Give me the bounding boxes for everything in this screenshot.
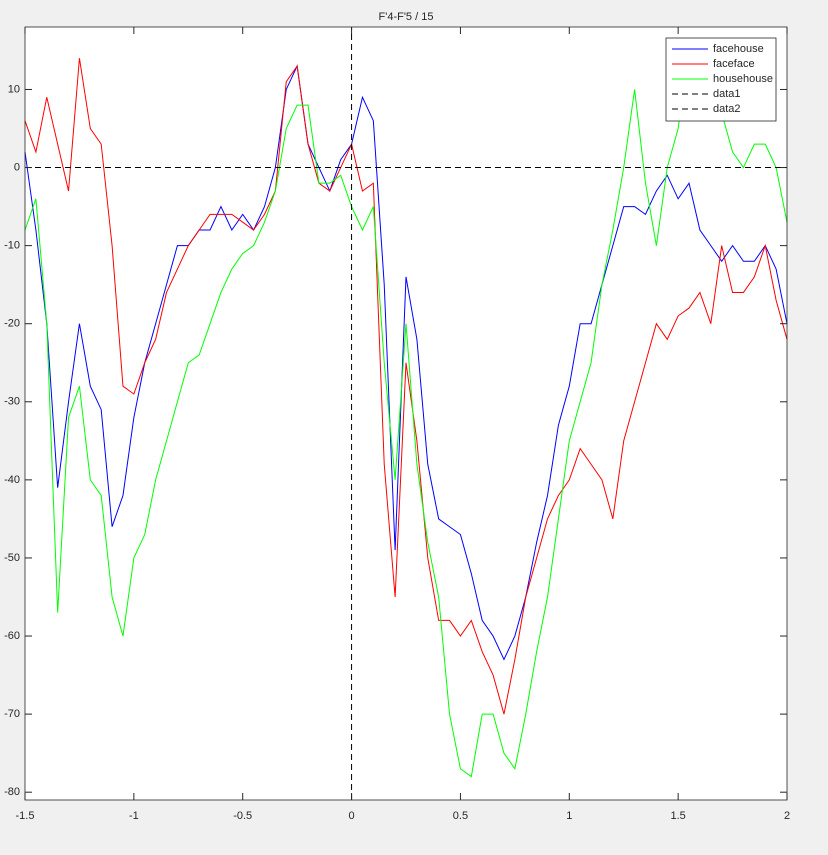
y-tick-label: -80: [4, 786, 20, 798]
y-tick-label: 10: [8, 83, 20, 95]
x-tick-label: -0.5: [233, 810, 252, 822]
x-tick-label: -1.5: [16, 810, 35, 822]
series-line: [24, 49, 788, 778]
axes-box: [24, 26, 788, 801]
legend-label: data1: [713, 88, 741, 100]
legend-label: faceface: [713, 58, 755, 70]
legend-label: data2: [713, 103, 741, 115]
x-tick-label: 1.5: [670, 810, 685, 822]
y-tick-label: -50: [4, 552, 20, 564]
x-tick-label: 1: [566, 810, 572, 822]
y-tick-label: -70: [4, 708, 20, 720]
legend-label: househouse: [713, 73, 773, 85]
x-tick-label: -1: [129, 810, 139, 822]
y-tick-label: -40: [4, 474, 20, 486]
y-tick-label: -10: [4, 240, 20, 252]
y-tick-label: -30: [4, 396, 20, 408]
x-tick-label: 0.5: [453, 810, 468, 822]
axes-background: [25, 27, 787, 800]
y-tick-label: -60: [4, 630, 20, 642]
legend-label: facehouse: [713, 43, 764, 55]
series-line: [24, 58, 788, 715]
chart-title: F'4-F'5 / 15: [379, 11, 434, 23]
x-tick-label: 2: [784, 810, 790, 822]
series-line: [24, 64, 788, 661]
y-tick-label: -20: [4, 318, 20, 330]
y-tick-label: 0: [14, 161, 20, 173]
x-tick-label: 0: [349, 810, 355, 822]
